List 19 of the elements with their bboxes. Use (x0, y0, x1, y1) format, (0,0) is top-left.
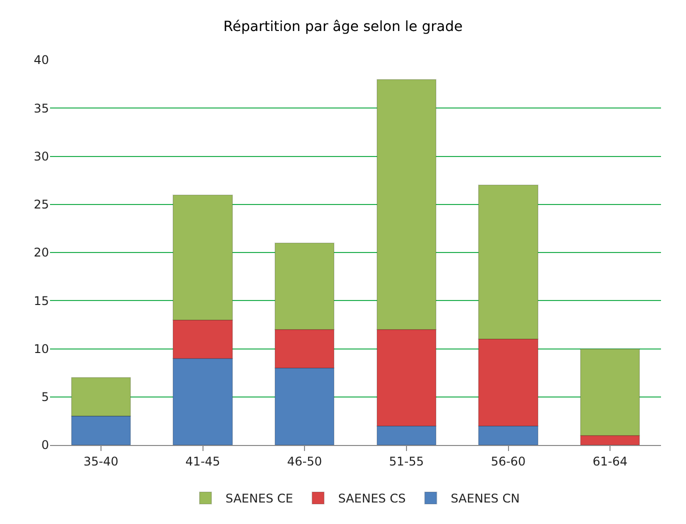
y-tick-label: 30 (34, 149, 49, 164)
x-tick-label: 51-55 (388, 454, 424, 468)
y-tick-label: 40 (34, 53, 49, 68)
legend-label: SAENES CE (226, 492, 294, 506)
x-tick-label: 41-45 (185, 454, 220, 468)
y-tick-label: 0 (41, 438, 49, 452)
y-tick-label: 10 (34, 342, 49, 356)
legend-label: SAENES CS (338, 492, 406, 506)
y-tick-label: 35 (34, 101, 49, 116)
y-tick-label: 20 (34, 246, 49, 260)
x-tick-label: 46-50 (287, 454, 322, 468)
x-tick-label: 61-64 (592, 454, 628, 468)
x-tick-label: 35-40 (83, 454, 118, 468)
y-tick-label: 15 (34, 294, 49, 308)
x-tick-label: 56-60 (490, 454, 526, 468)
chart-title: Répartition par âge selon le grade (223, 18, 463, 35)
y-tick-label: 5 (41, 390, 49, 404)
y-tick-label: 25 (34, 198, 49, 212)
legend-label: SAENES CN (450, 492, 520, 506)
